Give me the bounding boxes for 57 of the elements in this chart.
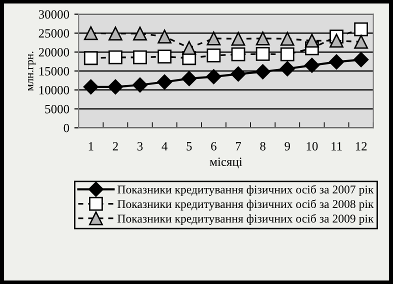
y-axis-title: млн.грн. [28, 52, 36, 91]
point [328, 54, 344, 70]
point [231, 32, 246, 46]
x-tick-label: 6 [211, 142, 216, 150]
x-tick-label: 4 [162, 142, 168, 150]
point [255, 64, 270, 80]
x-tick-label: 11 [332, 142, 342, 150]
point [108, 50, 122, 64]
point [84, 51, 98, 66]
x-tick-label: 12 [356, 142, 367, 150]
point [206, 69, 222, 84]
x-tick-label: 1 [88, 142, 94, 150]
point [231, 47, 246, 62]
point [158, 50, 172, 64]
legend-label: Показники кредитування фізичних осіб за 2007 рік [118, 184, 374, 196]
y-tick-label: 0 [64, 124, 70, 132]
point [158, 30, 172, 44]
x-tick-label: 2 [112, 142, 118, 150]
x-tick-label: 5 [186, 142, 192, 150]
point [108, 26, 122, 40]
point [256, 47, 270, 61]
y-tick-label: 10000 [39, 86, 70, 94]
x-tick-label: 9 [284, 142, 290, 150]
x-axis-title: місяці [210, 158, 242, 168]
x-tick-label: 3 [137, 142, 143, 150]
x-tick-label: 7 [236, 142, 242, 150]
x-tick-label: 8 [260, 142, 266, 150]
y-tick-label: 5000 [45, 104, 70, 114]
point [330, 34, 344, 48]
point [280, 61, 295, 76]
x-tick-label: 10 [306, 142, 318, 150]
point [157, 74, 172, 90]
point [206, 48, 221, 62]
point [280, 47, 294, 62]
legend-label: Показники кредитування фізичних осіб за 2008 рік [118, 199, 374, 210]
point [256, 31, 270, 46]
point [305, 34, 319, 48]
y-tick-label: 20000 [38, 48, 70, 57]
point [182, 40, 196, 55]
point [83, 79, 98, 94]
y-tick-label: 15000 [39, 67, 70, 76]
point [132, 77, 148, 93]
point [304, 58, 320, 73]
point [182, 71, 197, 86]
y-tick-label: 25000 [38, 29, 70, 38]
point [84, 26, 98, 40]
point [133, 50, 147, 64]
point [354, 22, 368, 36]
point [354, 34, 368, 49]
point [133, 26, 147, 40]
point [230, 66, 246, 82]
point [280, 32, 294, 46]
point [206, 31, 221, 46]
point [354, 52, 369, 68]
point [108, 79, 124, 94]
legend-label: Показники кредитування фізичних осіб за 2009 рік [118, 214, 374, 226]
y-tick-label: 30000 [38, 10, 70, 19]
